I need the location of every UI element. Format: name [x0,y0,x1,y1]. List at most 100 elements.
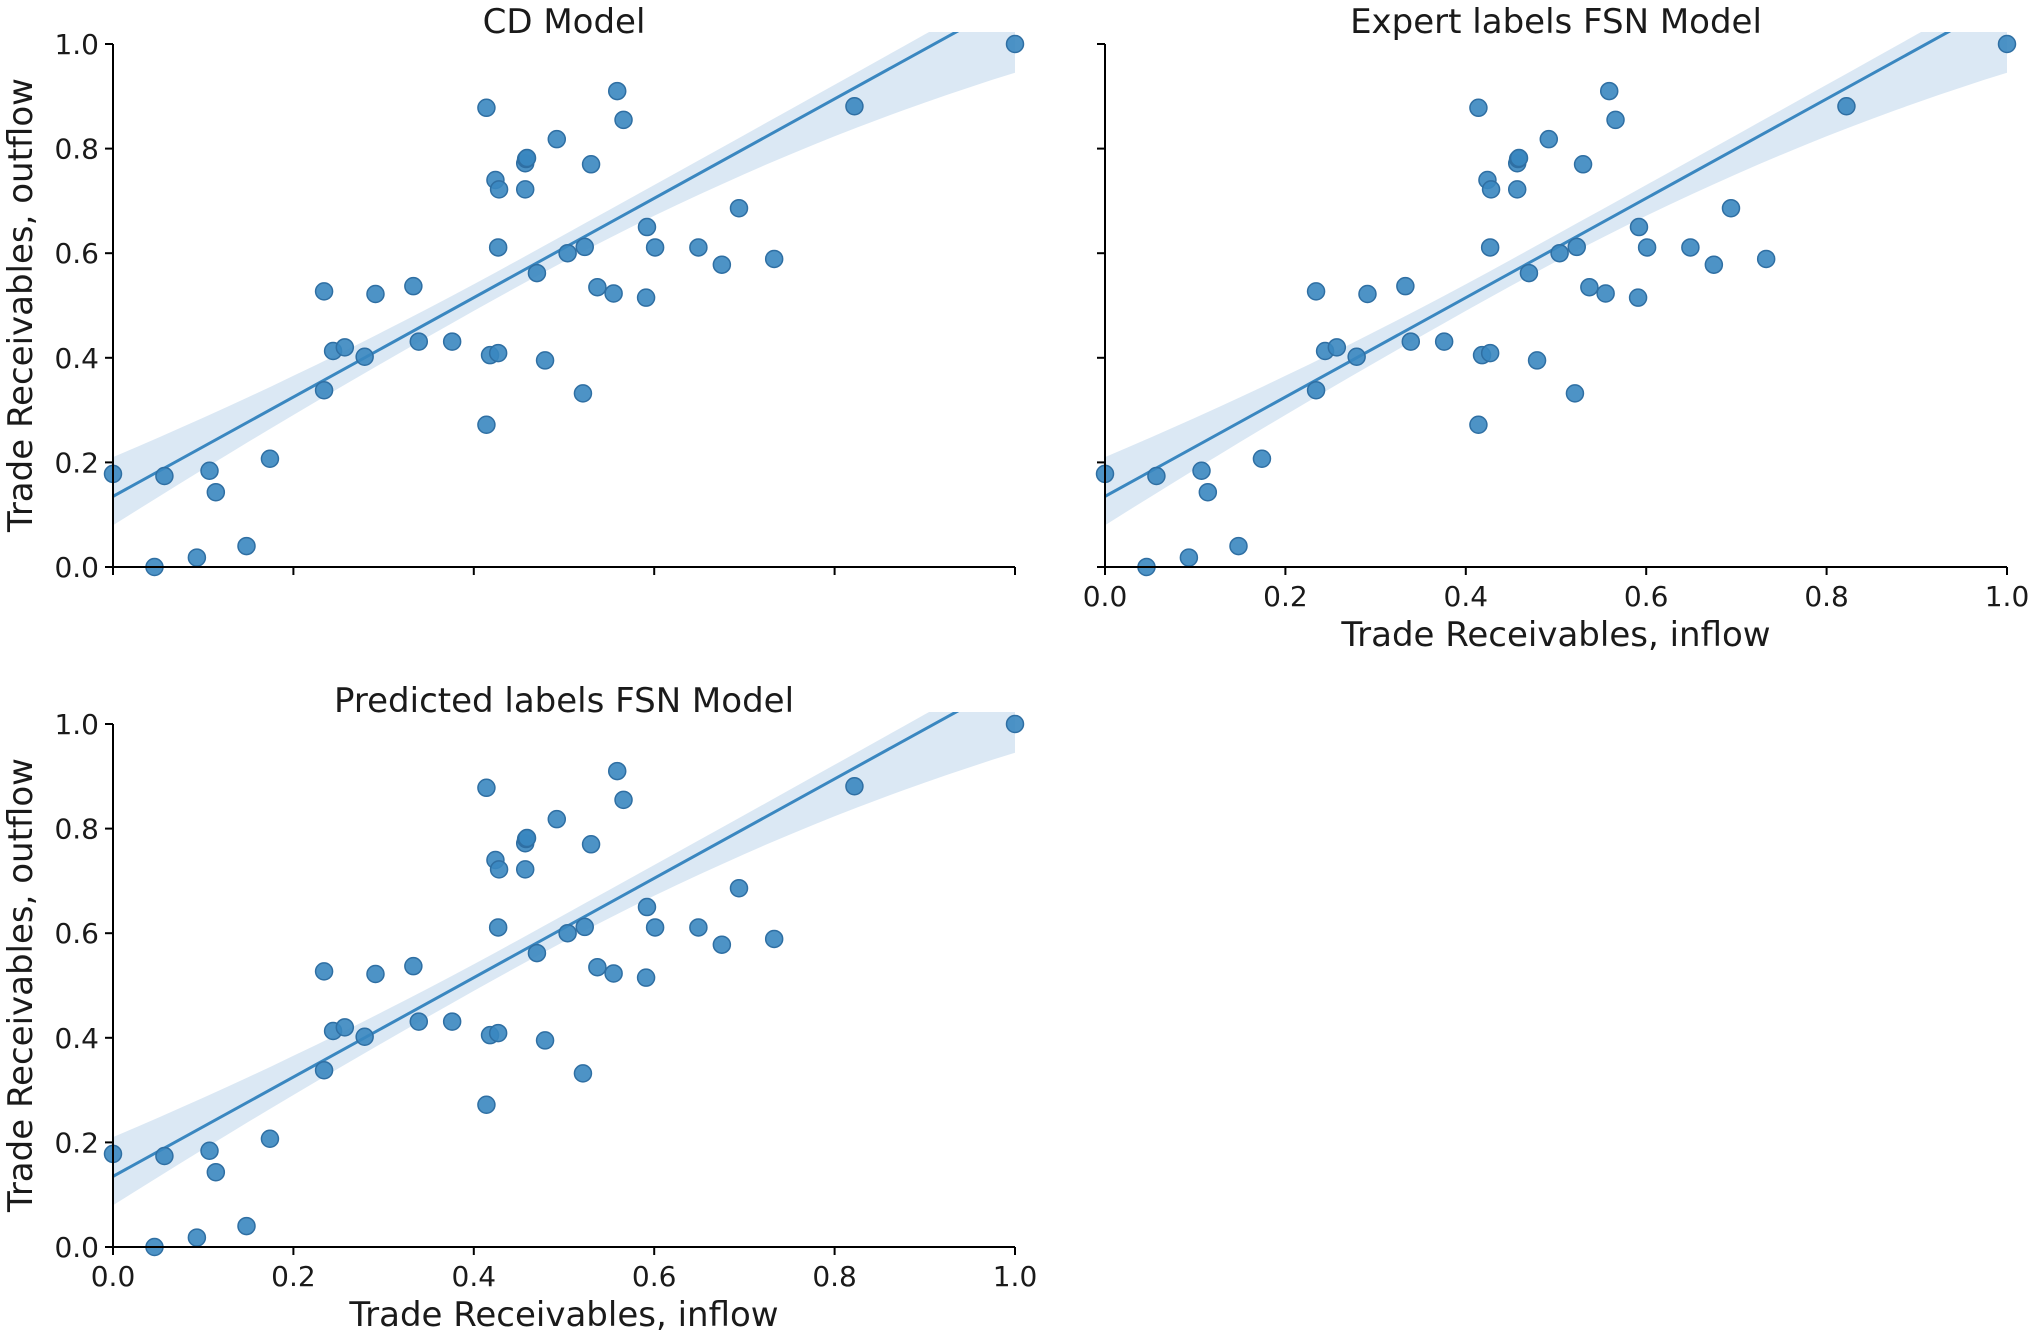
data-point [604,964,623,983]
data-point [517,148,537,168]
data-point [607,81,627,101]
data-point [558,923,577,943]
data-point [1005,714,1025,734]
data-point [729,878,749,898]
data-point [1599,81,1619,101]
subplot-expert-labels-fsn-model: Expert labels FSN Model Trade Receivable… [1083,2,2030,655]
data-point [1519,263,1539,283]
data-point [404,956,423,976]
data-point [517,828,537,848]
data-point [1509,148,1529,168]
data-point [187,548,207,567]
data-point [1704,255,1724,274]
data-point [535,351,555,370]
data-point [1434,332,1454,351]
data-point [206,1162,226,1182]
data-point [477,1095,496,1114]
plot-area: 0.0 0.2 0.4 0.6 0.8 1.0 [1083,32,2029,613]
y-tick-label: 1.0 [54,708,99,741]
data-point [1567,237,1586,257]
data-point [355,347,374,367]
data-point [1396,276,1415,296]
data-point [1565,384,1585,403]
plot-area: 0.0 0.2 0.4 0.6 0.8 1.0 0.0 0.2 0.4 0.6 0.8 1.0 [54,708,1038,1293]
data-point [1480,238,1500,257]
data-point [314,1060,334,1080]
data-point [442,1012,462,1031]
data-point [1480,343,1500,363]
data-point [645,918,665,937]
data-point [1192,461,1211,481]
data-point [489,860,509,879]
data-point [1252,449,1272,468]
data-point [409,1012,429,1031]
data-point [404,276,423,296]
data-point [1005,34,1025,54]
data-point [409,332,429,351]
data-point [489,180,509,199]
data-point [260,449,280,468]
subplot-predicted-labels-fsn-model: Predicted labels FSN Model Trade Receiva… [1,681,1038,1335]
data-point [1401,332,1421,351]
data-point [1580,277,1599,297]
data-point [689,918,708,937]
data-point [155,466,174,486]
y-tick-label: 0.8 [54,813,99,846]
data-point [442,332,462,351]
data-point [1198,482,1218,502]
data-point [607,761,627,781]
data-point [477,415,496,434]
confidence-band [113,32,1015,526]
data-point [1573,155,1593,174]
y-tick-label: 0.2 [54,446,99,479]
data-point [636,968,656,987]
data-point [515,860,535,879]
subplot-title: CD Model [483,2,646,42]
x-tick-label: 0.2 [1263,580,1308,613]
x-axis-label: Trade Receivables, inflow [348,1295,778,1335]
x-tick-label: 0.0 [1083,580,1128,613]
data-point [155,1146,174,1166]
y-tick-label: 0.6 [54,917,99,950]
data-point [1147,466,1166,486]
data-point [573,1064,593,1083]
y-tick-label: 0.0 [54,1231,99,1264]
data-point [588,277,607,297]
data-point [1681,238,1700,257]
x-tick-label: 0.6 [632,1260,677,1293]
y-tick-label: 0.8 [54,133,99,166]
data-point [689,238,708,257]
data-point [488,343,508,363]
data-point [547,129,567,149]
data-point [1347,347,1366,367]
data-point [764,249,784,269]
data-point [637,897,657,917]
data-point [1481,180,1501,199]
data-point [237,536,256,556]
subplot-cd-model: CD Model Trade Receivables, outflow 0.00… [1,2,1025,584]
data-point [527,263,547,283]
data-point [712,935,732,954]
y-axis-label: Trade Receivables, outflow [1,78,41,533]
x-tick-label: 1.0 [993,1260,1038,1293]
data-point [1306,282,1326,301]
subplot-title: Predicted labels FSN Model [334,681,794,721]
data-point [573,384,593,403]
data-point [588,957,607,977]
y-tick-label: 0.4 [54,342,99,375]
data-point [729,198,749,218]
data-point [206,482,226,502]
x-tick-label: 0.4 [1444,580,1489,613]
data-point [314,962,334,981]
data-point [1507,180,1527,199]
data-point [527,943,547,963]
data-point [1539,129,1559,149]
y-axis-label: Trade Receivables, outflow [1,758,41,1213]
x-tick-label: 0.8 [812,1260,857,1293]
data-point [1637,238,1657,257]
data-point [1469,415,1488,434]
subplot-title: Expert labels FSN Model [1350,2,1762,42]
data-point [488,918,508,937]
data-point [187,1228,207,1247]
